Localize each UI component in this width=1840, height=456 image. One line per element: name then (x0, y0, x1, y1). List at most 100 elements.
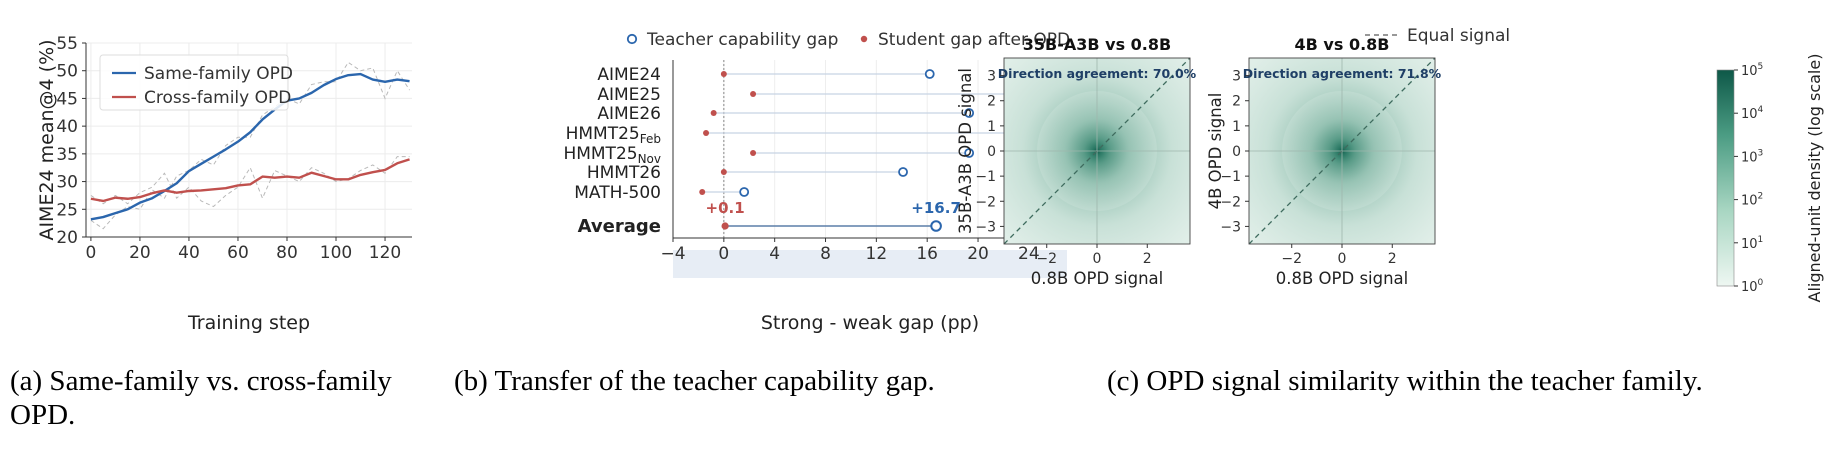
y-tick-label: 1 (987, 119, 996, 135)
legend-label-teacher-gap: Teacher capability gap (646, 30, 838, 50)
panel-b-legend: Teacher capability gap Student gap after… (626, 30, 1070, 50)
student-gap-dot (750, 150, 757, 156)
panel-a-ylabel: AIME24 mean@4 (%) (36, 39, 58, 240)
panel-b-ticks: −4 0 4 8 12 16 20 24 (660, 238, 1040, 264)
figure-legend-equal-signal: Equal signal (1365, 26, 1510, 46)
category-label: AIME24 (597, 65, 661, 85)
x-tick-label: 24 (1018, 244, 1040, 264)
y-tick-label: 2 (987, 94, 996, 110)
student-gap-dot (710, 110, 717, 116)
y-tick-label: −3 (975, 219, 996, 235)
student-gap-dot (699, 189, 706, 195)
legend-marker-student-gap (860, 35, 868, 43)
student-gap-dot (720, 71, 727, 77)
panel-a-line-chart: 20 25 30 35 40 45 50 55 0 20 40 60 80 100 120 Same-fam… (36, 34, 412, 334)
y-tick-label: 0 (987, 144, 996, 160)
y-tick-label: 2 (1232, 94, 1241, 110)
panel-a-smoothed-curves (90, 72, 410, 221)
average-label: Average (578, 216, 661, 237)
category-label: HMMT26 (587, 163, 661, 183)
equal-signal-line (1004, 58, 1190, 244)
panel-b-xlabel: Strong - weak gap (pp) (761, 312, 979, 334)
panel-a-legend: Same-family OPD Cross-family OPD (99, 54, 293, 111)
colorbar-tick-label: 105 (1741, 62, 1763, 79)
teacher-gap-marker (898, 167, 908, 177)
x-tick-label: 4 (769, 244, 780, 264)
x-tick-label: 20 (129, 243, 151, 263)
category-label: MATH-500 (574, 183, 661, 203)
direction-agreement: Direction agreement: 70.0% (998, 66, 1197, 81)
y-tick-label: −2 (1220, 194, 1241, 210)
raw-curve-0 (90, 61, 410, 230)
heatmap-title: 35B-A3B vs 0.8B (1023, 35, 1171, 54)
teacher-average-marker (930, 220, 942, 232)
colorbar-gradient (1716, 69, 1735, 287)
y-tick-label: 55 (56, 34, 78, 54)
legend-label-equal-signal: Equal signal (1407, 26, 1510, 46)
y-tick-label: 35 (56, 145, 78, 165)
x-tick-label: 80 (276, 243, 298, 263)
legend-label-same-family: Same-family OPD (144, 64, 293, 84)
y-tick-label: −3 (1220, 219, 1241, 235)
student-gap-dot (703, 130, 710, 136)
caption-a: (a) Same-family vs. cross-family OPD. (10, 364, 392, 432)
y-tick-label: −1 (1220, 169, 1241, 185)
y-tick-label: 50 (56, 62, 78, 82)
panel-c-heatmaps: Equal signal Direction agreement: 70.0%3… (956, 26, 1824, 302)
caption-a-line1: (a) Same-family vs. cross-family (10, 365, 392, 397)
category-label: HMMT25Nov (563, 144, 661, 166)
x-tick-label: 2 (1143, 251, 1152, 267)
panel-b-rows: AIME24AIME25AIME26HMMT25FebHMMT25NovHMMT… (563, 65, 1034, 237)
heatmap-title: 4B vs 0.8B (1295, 35, 1390, 54)
y-tick-label: −2 (975, 194, 996, 210)
colorbar-tick-label: 102 (1741, 192, 1763, 209)
legend-marker-teacher-gap (626, 33, 638, 45)
y-tick-label: 25 (56, 200, 78, 220)
x-tick-label: −2 (1281, 251, 1302, 267)
direction-agreement: Direction agreement: 71.8% (1243, 66, 1442, 81)
teacher-gap-marker (924, 69, 935, 79)
student-gap-dot (750, 91, 757, 97)
y-tick-label: 45 (56, 89, 78, 109)
cross-family-line (90, 158, 410, 203)
heatmap-ylabel: 35B-A3B OPD signal (956, 68, 975, 234)
student-average-dot (721, 222, 729, 230)
x-tick-label: 0 (718, 244, 729, 264)
legend-label-cross-family: Cross-family OPD (144, 88, 291, 108)
equal-signal-line (1249, 58, 1435, 244)
y-tick-label: 3 (987, 69, 996, 85)
caption-b: (b) Transfer of the teacher capability g… (454, 365, 935, 397)
x-tick-label: 40 (178, 243, 200, 263)
student-average-value: +0.1 (706, 199, 745, 217)
x-tick-label: 0 (1093, 251, 1102, 267)
panel-a-raw-curves (90, 61, 410, 230)
teacher-gap-marker (964, 108, 975, 118)
colorbar-tick-label: 101 (1741, 235, 1763, 252)
heatmap-35b-vs-08b: Direction agreement: 70.0% 35B-A3B vs 0.8… (956, 35, 1197, 288)
heatmap-4b-vs-08b: Direction agreement: 71.8% 4B vs 0.8B −3 −2… (1206, 35, 1442, 288)
colorbar-tick-label: 100 (1741, 278, 1764, 295)
y-tick-label: 1 (1232, 119, 1241, 135)
y-tick-label: 30 (56, 173, 78, 193)
panel-b-dot-plot: Teacher capability gap Student gap after… (563, 30, 1070, 334)
x-tick-label: 12 (866, 244, 888, 264)
colorbar-tick-label: 103 (1741, 148, 1763, 165)
panel-b-grid (672, 60, 1067, 239)
y-tick-label: −1 (975, 169, 996, 185)
x-tick-label: 8 (820, 244, 831, 264)
teacher-gap-marker (739, 187, 750, 197)
x-tick-label: −4 (660, 244, 685, 264)
category-label: AIME26 (597, 104, 661, 124)
x-tick-label: 100 (320, 243, 352, 263)
x-tick-label: 2 (1388, 251, 1397, 267)
average-band (673, 250, 1067, 278)
panel-a-ticks: 20 25 30 35 40 45 50 55 0 20 40 60 80 100 120 (56, 34, 401, 263)
same-family-line (90, 72, 410, 221)
heatmap-xlabel: 0.8B OPD signal (1031, 269, 1164, 288)
x-tick-label: 20 (967, 244, 989, 264)
teacher-gap-marker (964, 148, 975, 158)
colorbar: 100 101 102 103 104 105 Aligned-unit density … (1716, 54, 1824, 302)
x-tick-label: 0 (1338, 251, 1347, 267)
colorbar-tick-label: 104 (1741, 105, 1764, 122)
legend-label-student-gap: Student gap after OPD (878, 30, 1070, 50)
